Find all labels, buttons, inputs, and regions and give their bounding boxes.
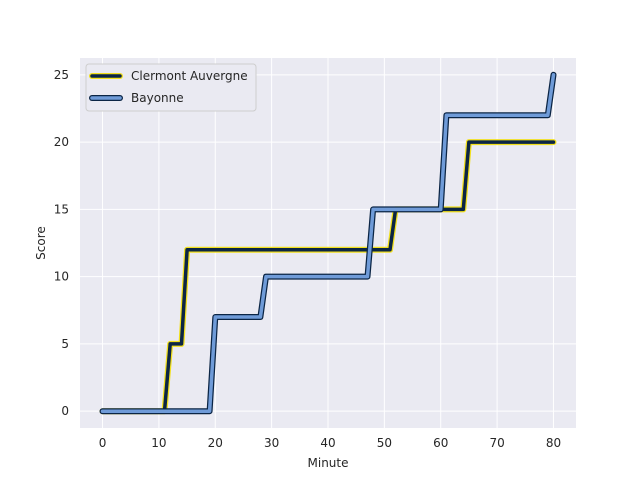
y-tick-label: 0 xyxy=(61,404,69,418)
x-tick-label: 60 xyxy=(433,436,448,450)
y-tick-label: 10 xyxy=(54,270,69,284)
y-tick-label: 5 xyxy=(61,337,69,351)
y-tick-label: 25 xyxy=(54,68,69,82)
x-tick-label: 0 xyxy=(99,436,107,450)
y-tick-label: 20 xyxy=(54,135,69,149)
legend-box xyxy=(85,63,257,112)
x-tick-label: 50 xyxy=(377,436,392,450)
x-tick-label: 70 xyxy=(489,436,504,450)
x-tick-label: 30 xyxy=(264,436,279,450)
x-tick-labels: 0 10 20 30 40 50 60 70 80 xyxy=(99,436,561,450)
y-tick-labels: 0 5 10 15 20 25 xyxy=(54,68,69,418)
x-tick-label: 10 xyxy=(151,436,166,450)
x-tick-label: 80 xyxy=(546,436,561,450)
series-layer xyxy=(99,71,557,415)
x-tick-label: 40 xyxy=(320,436,335,450)
legend-label: Clermont Auvergne xyxy=(131,69,248,83)
legend: Clermont Auvergne Bayonne xyxy=(85,63,257,112)
grid-lines xyxy=(80,58,576,428)
series-2 xyxy=(99,71,557,415)
series-line xyxy=(100,140,556,413)
y-axis-label: Score xyxy=(34,226,48,260)
legend-label: Bayonne xyxy=(131,91,184,105)
x-axis-label: Minute xyxy=(308,456,349,470)
x-tick-label: 20 xyxy=(208,436,223,450)
series-1 xyxy=(99,139,557,415)
y-tick-label: 15 xyxy=(54,202,69,216)
series-line xyxy=(100,73,556,413)
